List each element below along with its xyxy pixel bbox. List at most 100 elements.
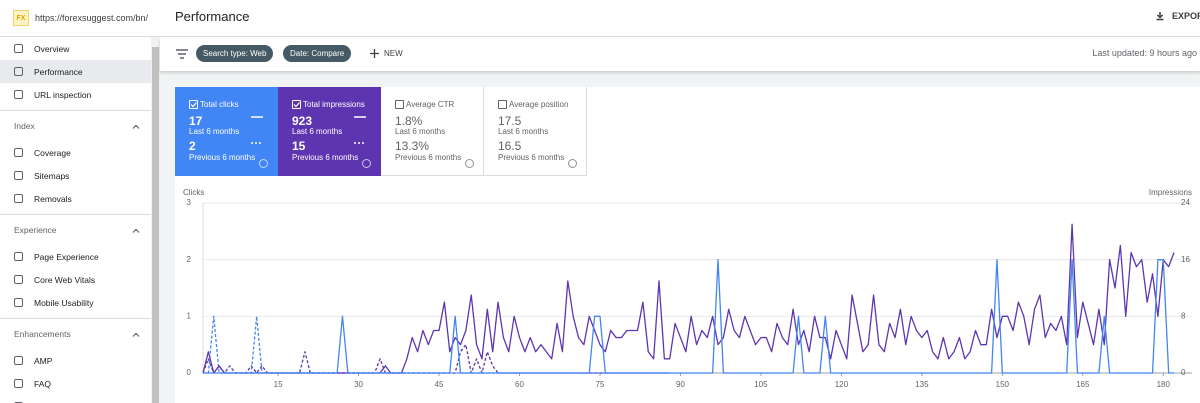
metric-label: Total clicks xyxy=(200,100,239,109)
nav-icon xyxy=(14,44,23,53)
property-url: https://forexsuggest.com/bn/ xyxy=(35,13,149,23)
x-tick-label: 60 xyxy=(515,380,524,389)
filter-chip[interactable]: Date: Compare xyxy=(283,45,352,62)
metric-period: Last 6 months xyxy=(189,127,240,136)
nav-item[interactable]: Page Experience xyxy=(0,245,160,268)
metric-card[interactable]: Average CTR 1.8% Last 6 months 13.3% Previou… xyxy=(381,87,484,176)
nav-item[interactable]: URL inspection xyxy=(0,83,160,106)
metric-previous-value: 16.5 xyxy=(498,139,522,153)
export-icon xyxy=(1156,12,1164,21)
metric-card[interactable]: Total impressions 923 Last 6 months 15 Previ… xyxy=(278,87,381,176)
nav-icon xyxy=(14,90,23,99)
page-title: Performance xyxy=(175,9,250,24)
filter-icon[interactable] xyxy=(176,49,188,59)
nav-item[interactable]: Performance xyxy=(0,60,160,83)
x-tick-label: 30 xyxy=(354,380,363,389)
metric-period: Last 6 months xyxy=(395,127,446,136)
nav-label: Overview xyxy=(34,43,70,54)
sidebar: FX https://forexsuggest.com/bn/ Overview… xyxy=(0,0,160,403)
property-selector[interactable]: FX https://forexsuggest.com/bn/ xyxy=(0,0,160,37)
y-tick-label: 3 xyxy=(187,198,192,207)
scrollbar-thumb[interactable] xyxy=(152,47,159,403)
export-button[interactable]: EXPORT xyxy=(1155,11,1200,21)
x-tick-label: 165 xyxy=(1076,380,1090,389)
nav-label: AMP xyxy=(34,355,53,366)
nav-item[interactable]: Core Web Vitals xyxy=(0,268,160,291)
nav-item[interactable]: Sitemaps xyxy=(0,164,160,187)
section-header[interactable]: Index xyxy=(0,110,160,141)
new-icon[interactable] xyxy=(370,49,379,58)
x-tick-label: 105 xyxy=(754,380,768,389)
nav-label: Performance xyxy=(34,66,83,77)
section-title: Index xyxy=(14,121,35,131)
chevron xyxy=(132,228,140,233)
nav-item[interactable]: FAQ xyxy=(0,372,160,395)
chip-label: Search type: Web xyxy=(203,49,267,58)
section-header[interactable]: Enhancements xyxy=(0,318,160,349)
nav-label: Mobile Usability xyxy=(34,297,94,308)
nav-label: Sitemaps xyxy=(34,170,70,181)
nav-list: Overview Performance URL inspection Index Co… xyxy=(0,37,160,403)
nav-label: Coverage xyxy=(34,147,71,158)
help-icon xyxy=(259,159,268,168)
nav-icon xyxy=(14,275,23,284)
filter-chip[interactable]: Search type: Web xyxy=(196,45,274,62)
top-bar: Performance EXPORT xyxy=(160,0,1200,37)
x-tick-label: 135 xyxy=(915,380,929,389)
metric-value: 1.8% xyxy=(395,114,423,128)
previous-period-line xyxy=(203,315,670,374)
nav-label: Sitelinks searchbox xyxy=(34,402,107,403)
new-button[interactable]: NEW xyxy=(384,49,403,58)
y-tick-label: 0 xyxy=(187,368,192,377)
line xyxy=(203,259,1174,374)
nav-item[interactable]: Mobile Usability xyxy=(0,291,160,314)
y-tick-label: 1 xyxy=(187,311,192,320)
nav-icon xyxy=(14,356,23,365)
section-title: Enhancements xyxy=(14,329,71,339)
section-header[interactable]: Experience xyxy=(0,214,160,245)
nav-label: URL inspection xyxy=(34,89,92,100)
metric-card[interactable]: Average position 17.5 Last 6 months 16.5 Pre… xyxy=(484,87,587,176)
nav-icon xyxy=(14,67,23,76)
nav-label: Core Web Vitals xyxy=(34,274,96,285)
nav-icon xyxy=(14,171,23,180)
last-updated: Last updated: 9 hours ago xyxy=(1092,48,1197,58)
nav-item[interactable]: Sitelinks searchbox xyxy=(0,395,160,403)
checkbox xyxy=(395,100,404,109)
chevron xyxy=(132,332,140,337)
x-tick-label: 120 xyxy=(835,380,849,389)
chevron xyxy=(132,124,140,129)
y2-tick-label: 24 xyxy=(1181,198,1190,207)
metric-card[interactable]: Total clicks 17 Last 6 months 2 Previous 6 m… xyxy=(175,87,278,176)
metric-previous-period: Previous 6 months xyxy=(189,153,256,162)
metric-label: Average CTR xyxy=(406,100,455,109)
check xyxy=(293,102,300,108)
nav-icon xyxy=(14,379,23,388)
export-label: EXPORT xyxy=(1172,11,1200,21)
nav-icon xyxy=(14,148,23,157)
nav-item[interactable]: Overview xyxy=(0,37,160,60)
x-tick-label: 180 xyxy=(1157,380,1171,389)
metric-previous-value: 13.3% xyxy=(395,139,430,153)
y-tick-label: 2 xyxy=(187,255,192,264)
x-tick-label: 15 xyxy=(274,380,283,389)
metric-value: 17 xyxy=(189,114,203,128)
x-tick-label: 150 xyxy=(996,380,1010,389)
metric-previous-period: Previous 6 months xyxy=(292,153,359,162)
x-tick-label: 75 xyxy=(596,380,605,389)
help-icon xyxy=(465,159,474,168)
nav-item[interactable]: Removals xyxy=(0,187,160,210)
metric-value: 923 xyxy=(292,114,313,128)
logo: FX xyxy=(13,10,29,26)
help-icon xyxy=(568,159,577,168)
checkbox xyxy=(189,100,198,109)
nav-item[interactable]: Coverage xyxy=(0,141,160,164)
y-axis-label: Clicks xyxy=(183,188,204,197)
metric-previous-period: Previous 6 months xyxy=(395,153,462,162)
nav-item[interactable]: AMP xyxy=(0,349,160,372)
nav-label: Removals xyxy=(34,193,72,204)
legend-swatches xyxy=(354,116,366,144)
previous-period-line xyxy=(202,344,670,374)
